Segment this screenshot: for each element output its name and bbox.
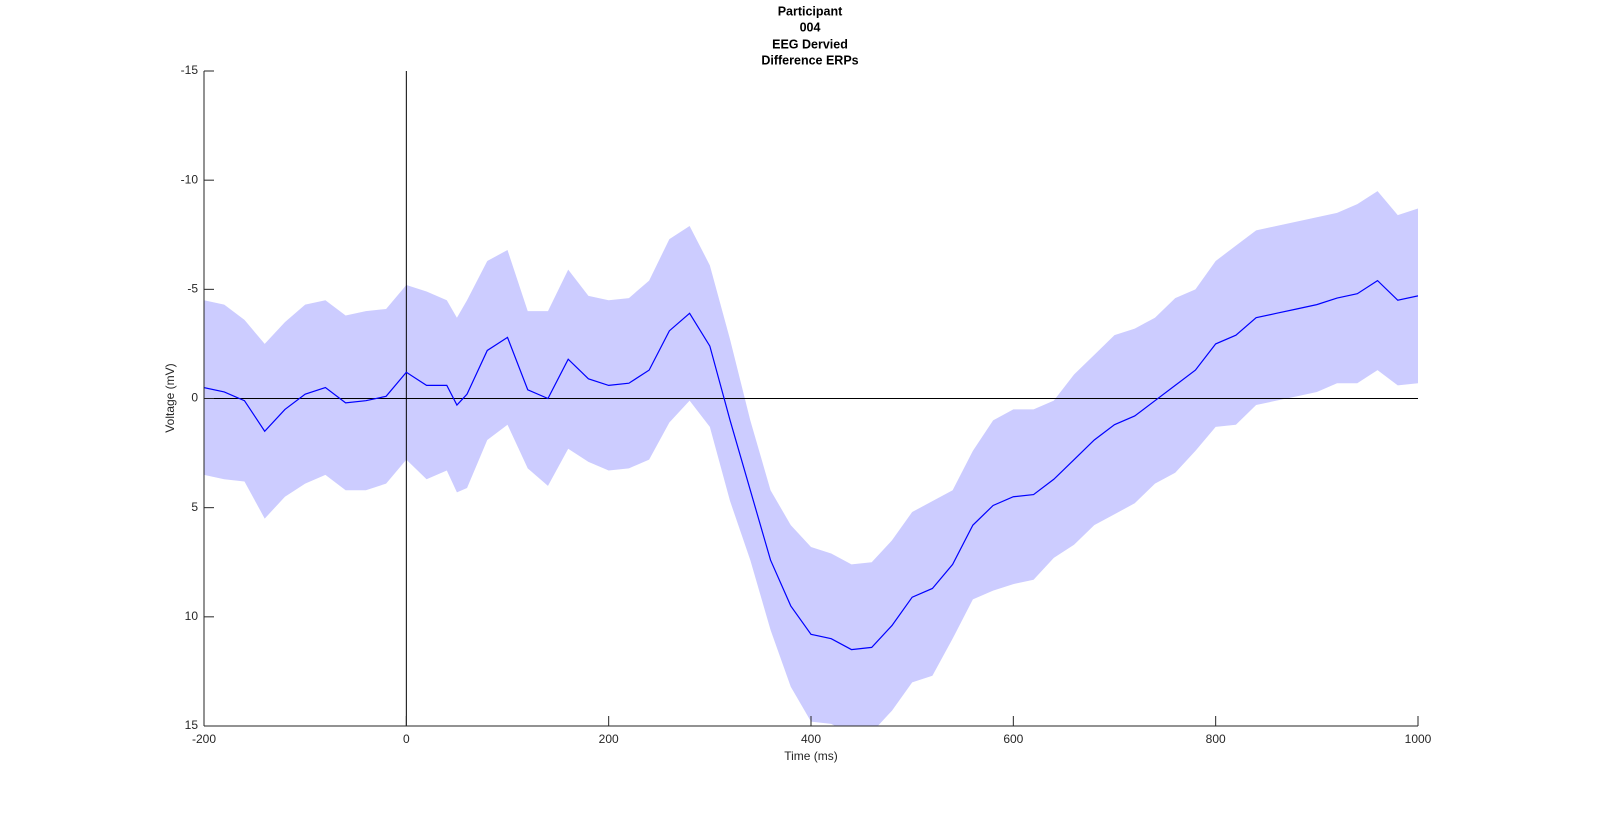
x-tick-label: 400 <box>801 732 821 746</box>
y-tick-label: 5 <box>191 500 198 514</box>
y-tick-label: 10 <box>185 609 199 623</box>
y-tick-label: 15 <box>185 718 199 732</box>
mean-line <box>204 279 1418 651</box>
chart-title: 004 <box>800 20 821 34</box>
y-axis-label: Voltage (mV) <box>163 363 177 432</box>
x-axis-label: Time (ms) <box>784 749 838 763</box>
chart-title: EEG Dervied <box>772 37 848 51</box>
y-tick-label: 0 <box>191 391 198 405</box>
chart-title: Difference ERPs <box>761 53 858 67</box>
y-tick-label: -10 <box>181 172 199 186</box>
plot-area <box>204 71 1418 726</box>
y-tick-label: -15 <box>181 63 199 77</box>
y-tick-label: -5 <box>187 282 198 296</box>
x-tick-label: 1000 <box>1405 732 1432 746</box>
chart-title: Participant <box>778 4 843 18</box>
confidence-band <box>204 191 1418 726</box>
x-tick-label: 200 <box>599 732 619 746</box>
x-tick-label: 0 <box>403 732 410 746</box>
x-tick-label: 800 <box>1206 732 1226 746</box>
x-tick-label: -200 <box>192 732 216 746</box>
x-tick-label: 600 <box>1003 732 1023 746</box>
